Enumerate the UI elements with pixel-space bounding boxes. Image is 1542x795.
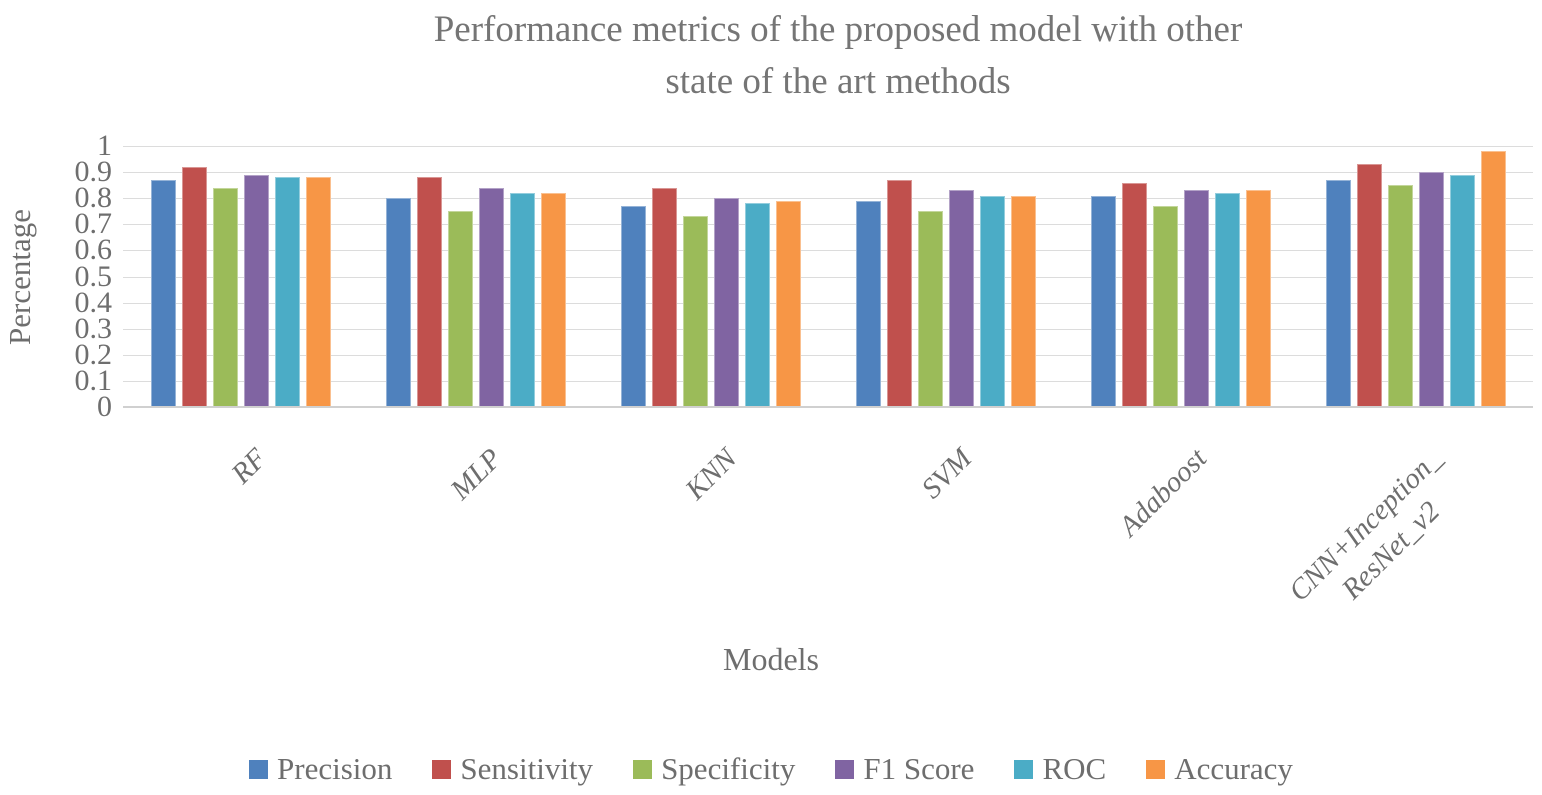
y-tick-label: 0.1 [74,363,113,397]
bar-roc [979,195,1005,407]
legend-label: Specificity [661,751,796,786]
gridline [123,302,1533,304]
bar-group-rf [123,146,358,407]
bar-accuracy [305,177,331,407]
bar-sensitivity [1121,182,1147,407]
legend-swatch [835,759,855,779]
legend-label: F1 Score [863,751,975,786]
gridline [123,146,1533,147]
gridline [123,276,1533,278]
bar-accuracy [540,192,566,407]
legend-label: ROC [1042,751,1107,786]
legend-label: Accuracy [1174,751,1293,786]
bar-specificity [1387,185,1413,407]
bar-f1-score [478,187,504,407]
bar-accuracy [1245,190,1271,407]
x-category-label: SVM [915,442,978,505]
legend-label: Sensitivity [460,751,594,786]
bar-f1-score [1418,172,1444,407]
bar-f1-score [1183,190,1209,407]
legend-item-f1-score: F1 Score [835,751,974,787]
y-tick-label: 0.9 [74,155,113,189]
gridline [123,172,1533,174]
legend-swatch [633,759,653,779]
gridline [123,380,1533,382]
gridline [123,198,1533,200]
plot-area [123,146,1533,408]
y-tick-label: 0.5 [74,259,113,293]
y-tick-label: 0.4 [74,285,113,319]
bar-sensitivity [886,179,912,407]
legend: Precision Sensitivity Specificity F1 Score R… [0,751,1542,787]
legend-swatch [432,759,452,779]
bar-group-mlp [358,146,593,407]
legend-item-accuracy: Accuracy [1146,751,1293,787]
bar-roc [274,177,300,407]
bar-group-adaboost [1063,146,1298,407]
bar-sensitivity [651,187,677,407]
y-tick-label: 0.2 [74,337,113,371]
x-category-label: KNN [678,442,743,507]
x-category-label: RF [224,442,273,491]
legend-label: Precision [277,751,393,786]
bar-group-svm [828,146,1063,407]
y-tick-label: 0.7 [74,207,113,241]
legend-item-precision: Precision [249,751,392,787]
bar-f1-score [948,190,974,407]
bar-roc [1449,174,1475,407]
legend-item-specificity: Specificity [633,751,795,787]
bar-roc [1214,192,1240,407]
chart-title: Performance metrics of the proposed mode… [133,4,1542,108]
bar-precision [620,206,646,407]
bar-specificity [917,211,943,407]
y-tick-label: 0.6 [74,233,113,267]
chart-title-line-2: state of the art methods [665,61,1011,102]
legend-swatch [1014,759,1034,779]
bar-accuracy [775,200,801,407]
legend-swatch [1146,759,1166,779]
bar-sensitivity [416,177,442,407]
bar-f1-score [243,174,269,407]
x-category-label: CNN+Inception_ ResNet_v2 [1282,442,1448,608]
x-axis-line [123,406,1533,408]
bar-precision [1325,179,1351,407]
bar-precision [855,200,881,407]
y-tick-label: 0.3 [74,311,113,345]
bar-accuracy [1480,151,1506,407]
x-category-label: MLP [443,442,508,507]
bar-precision [385,198,411,407]
gridline [123,250,1533,252]
bar-specificity [1152,206,1178,407]
legend-item-roc: ROC [1014,751,1106,787]
y-tick-label: 1 [97,129,112,162]
gridline [123,354,1533,356]
bar-precision [1090,195,1116,407]
x-category-label: Adaboost [1112,442,1213,543]
bar-sensitivity [181,166,207,407]
bar-sensitivity [1356,164,1382,407]
bar-specificity [212,187,238,407]
bar-f1-score [713,198,739,407]
x-axis-title: Models [723,641,819,677]
legend-swatch [249,759,269,779]
gridline [123,328,1533,330]
gridline [123,224,1533,226]
bar-specificity [447,211,473,407]
bar-accuracy [1010,195,1036,407]
bar-specificity [682,216,708,407]
legend-item-sensitivity: Sensitivity [432,751,593,787]
bar-precision [150,179,176,407]
chart-title-line-1: Performance metrics of the proposed mode… [433,9,1243,50]
y-tick-label: 0.8 [74,181,113,215]
y-tick-label: 0 [97,390,112,423]
bar-roc [509,192,535,407]
bar-group-knn [593,146,828,407]
bar-group-cnn+inception_ [1298,146,1533,407]
bar-roc [744,203,770,407]
